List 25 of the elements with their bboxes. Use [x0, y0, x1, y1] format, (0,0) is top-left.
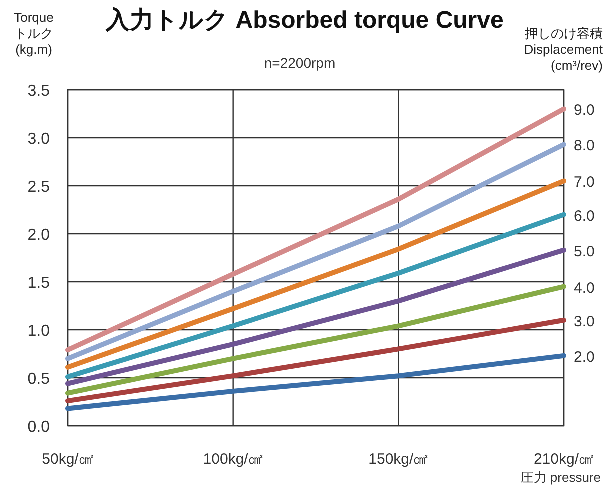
- y-tick-label: 3.5: [28, 83, 50, 100]
- x-tick-label: 50kg/㎠: [42, 451, 94, 468]
- series-label: 4.0: [574, 280, 595, 297]
- x-tick-label: 100kg/㎠: [203, 451, 264, 468]
- x-axis-title: 圧力 pressure: [520, 470, 601, 485]
- legend-title: 押しのけ容積 Displacement (cm³/rev): [524, 26, 604, 73]
- y-tick-label: 1.5: [28, 275, 50, 292]
- y-tick-label: 3.0: [28, 131, 50, 148]
- y-tick-label: 2.5: [28, 179, 50, 196]
- series-label: 5.0: [574, 243, 595, 260]
- series-label: 8.0: [574, 138, 595, 155]
- x-tick-label: 150kg/㎠: [368, 451, 429, 468]
- series-label: 6.0: [574, 208, 595, 225]
- y-tick-label: 1.0: [28, 323, 50, 340]
- series-label: 3.0: [574, 313, 595, 330]
- chart-subtitle: n=2200rpm: [264, 55, 336, 71]
- series-label: 7.0: [574, 174, 595, 192]
- x-tick-label: 210kg/㎠: [534, 451, 594, 468]
- y-tick-label: 0.0: [28, 419, 50, 436]
- series-label: 9.0: [574, 102, 595, 120]
- y-tick-label: 2.0: [28, 227, 50, 244]
- chart-title: 入力トルク Absorbed torque Curve: [105, 7, 504, 34]
- y-tick-label: 0.5: [28, 371, 50, 388]
- y-axis-title: Torque トルク (kg.m): [14, 10, 54, 57]
- series-label: 2.0: [574, 348, 595, 366]
